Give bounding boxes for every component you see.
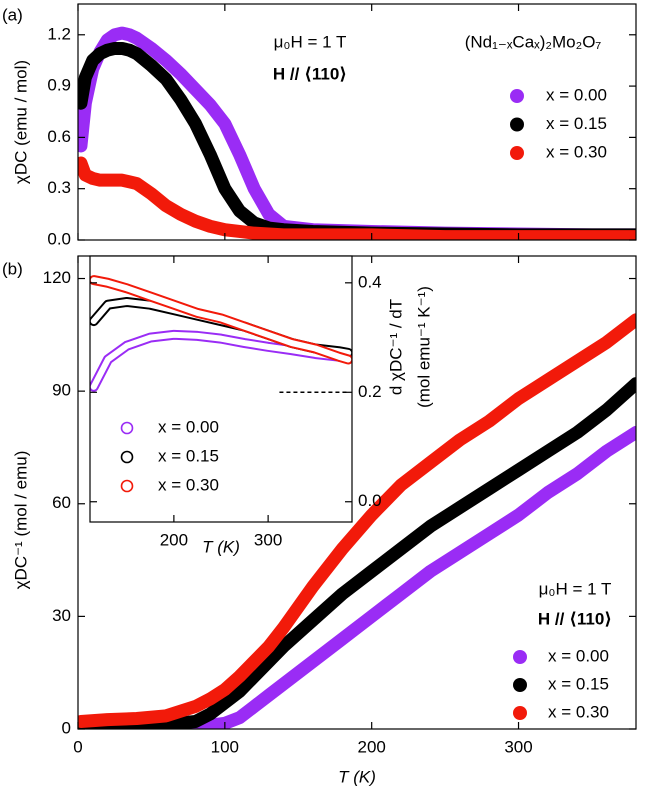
legend-label: x = 0.15 (546, 114, 607, 133)
legend-marker (510, 117, 524, 132)
panel-label: (a) (2, 5, 23, 24)
panel-label: (b) (2, 259, 23, 278)
legend-marker (120, 421, 134, 435)
y-tick-label: 0.0 (47, 229, 71, 248)
y-tick-label: 120 (43, 268, 71, 287)
y-tick-label: 0.4 (358, 272, 382, 291)
legend-label: x = 0.00 (158, 417, 219, 436)
legend-marker (120, 450, 134, 464)
y-tick-label: 0.0 (358, 491, 382, 510)
axes-frame (89, 255, 353, 523)
legend-label: x = 0.15 (548, 674, 609, 693)
y2-axis-label: d χDC⁻¹ / dT (386, 299, 405, 395)
y-axis-label: χDC⁻¹ (mol / emu) (11, 451, 30, 590)
y-tick-label: 0 (62, 718, 71, 737)
legend-label: x = 0.30 (548, 702, 609, 721)
legend-marker (513, 706, 527, 720)
annotation: H // ⟨110⟩ (538, 609, 612, 628)
annotation: H // ⟨110⟩ (273, 64, 347, 83)
y-tick-label: 0.6 (47, 127, 71, 146)
annotation: μ₀H = 1 T (274, 32, 347, 51)
y-tick-label: 1.2 (47, 24, 71, 43)
data-line (78, 313, 636, 728)
legend-label: x = 0.00 (546, 85, 607, 104)
y-tick-label: 90 (52, 381, 71, 400)
y2-axis-label: (mol emu⁻¹ K⁻¹) (414, 286, 433, 408)
legend-marker (510, 89, 524, 103)
x-tick-label: 300 (254, 530, 282, 549)
x-tick-label: 200 (357, 737, 385, 756)
x-tick-label: 300 (504, 737, 532, 756)
x-axis-label: T (K) (338, 767, 376, 786)
legend-marker (513, 650, 527, 664)
axes-frame (77, 3, 637, 241)
y-tick-label: 30 (52, 606, 71, 625)
data-line-inner (90, 277, 352, 363)
axes-frame (77, 255, 637, 730)
x-tick-label: 100 (211, 737, 239, 756)
panel: 0 100 200 300 0 30 60 90 120 χDC⁻¹ (mol / emu) T (… (2, 255, 637, 786)
legend-marker (513, 678, 527, 692)
y-tick-label: 60 (52, 493, 71, 512)
x-axis-label: T (K) (202, 537, 240, 556)
data-line-inner (90, 331, 352, 390)
y-tick-label: 0.2 (358, 382, 382, 401)
legend-label: x = 0.30 (546, 142, 607, 161)
y-tick-label: 0.9 (47, 76, 71, 95)
x-tick-label: 200 (160, 530, 188, 549)
legend-label: x = 0.30 (158, 475, 219, 494)
legend-label: x = 0.00 (548, 646, 609, 665)
legend-marker (510, 146, 524, 160)
annotation: μ₀H = 1 T (539, 579, 612, 598)
legend-label: x = 0.15 (158, 446, 219, 465)
panel: 0.0 0.3 0.6 0.9 1.2 χDC (emu / mol) (a) μ₀H = 1… (2, 3, 637, 248)
y-axis-label: χDC (emu / mol) (11, 60, 30, 184)
legend-marker (120, 479, 134, 493)
panel: 200 300 0.0 0.2 0.4d χDC⁻¹ / dT (mol emu⁻¹ K⁻… (89, 255, 433, 556)
x-tick-label: 0 (73, 737, 82, 756)
data-line (78, 377, 636, 729)
annotation: (Nd₁₋ₓCaₓ)₂Mo₂O₇ (465, 32, 602, 51)
y-tick-label: 0.3 (47, 178, 71, 197)
